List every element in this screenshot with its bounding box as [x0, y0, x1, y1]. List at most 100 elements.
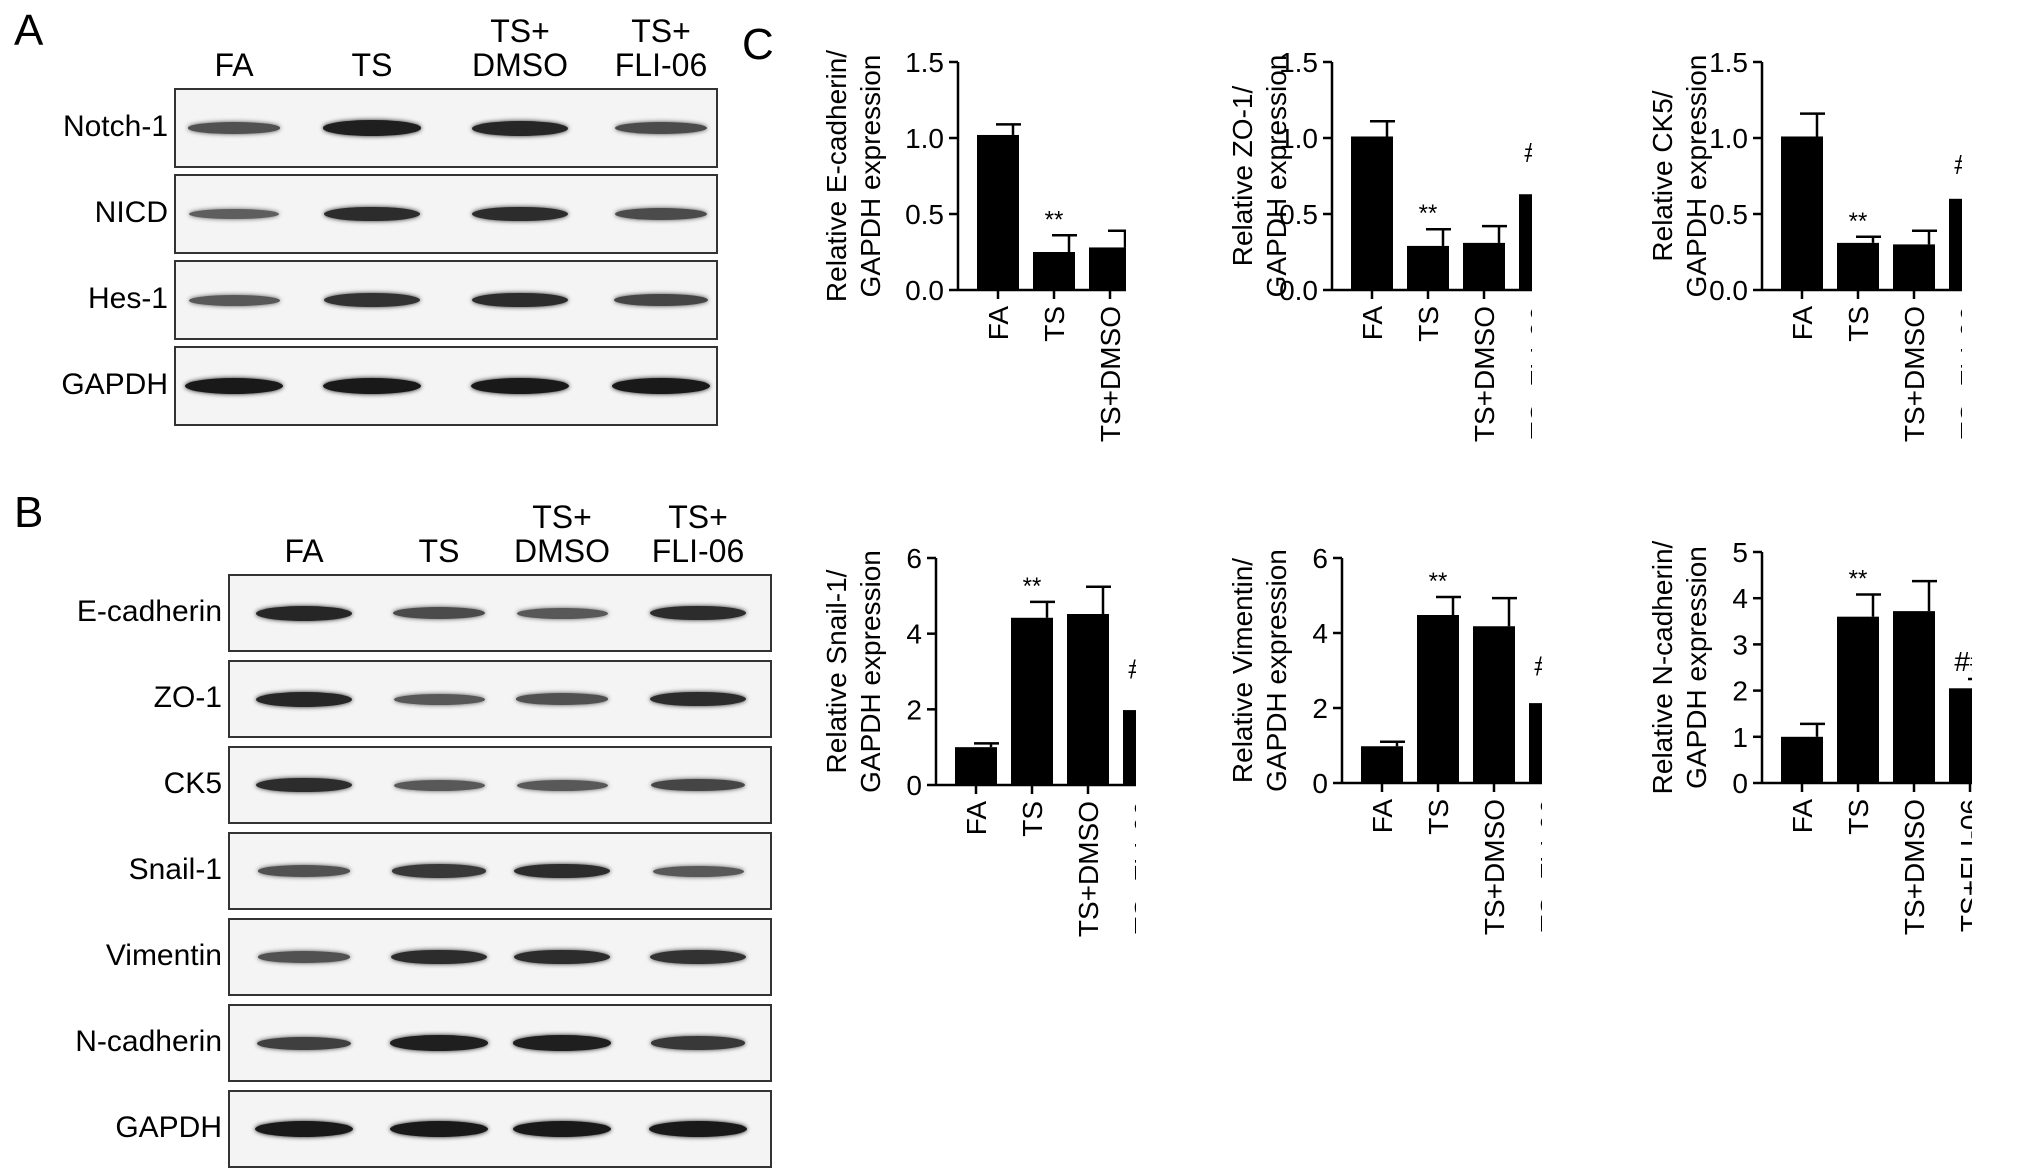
y-axis-label: GAPDH expression	[1681, 55, 1712, 298]
y-tick-label: 0	[906, 770, 922, 801]
significance-mark: **	[1045, 206, 1064, 233]
blot-a-band	[188, 208, 280, 220]
blot-a-band	[472, 206, 568, 222]
bar	[1417, 615, 1459, 783]
blot-a-band	[471, 378, 569, 394]
blot-a-lane-label-line: DMSO	[472, 47, 568, 83]
y-axis-label: Relative CK5/	[1647, 90, 1678, 261]
x-tick-label: TS	[1843, 799, 1874, 835]
y-tick-label: 3	[1732, 629, 1748, 660]
blot-a-band	[323, 378, 421, 394]
x-tick-label: TS+FLI-06	[1955, 799, 1972, 932]
blot-b-band	[516, 779, 608, 791]
x-tick-label: FA	[1357, 306, 1388, 341]
bar	[977, 134, 1019, 290]
y-axis-label: GAPDH expression	[1261, 549, 1292, 792]
blot-a-band	[185, 378, 283, 394]
blot-b-band	[391, 949, 487, 965]
blot-b-band	[393, 779, 485, 791]
significance-mark: ##	[1128, 654, 1136, 685]
y-tick-label: 1	[1732, 722, 1748, 753]
blot-b-lane-label-line: FLI-06	[651, 533, 745, 569]
y-tick-label: 4	[1732, 583, 1748, 614]
blot-a-band	[471, 120, 569, 136]
bar	[1781, 736, 1823, 783]
bar	[1519, 194, 1532, 290]
blot-b-lane-label-line: DMSO	[514, 533, 610, 569]
blot-b-lane-label-3: TS+ FLI-06	[618, 500, 778, 568]
y-tick-label: 0.0	[1709, 275, 1748, 306]
x-tick-label: TS+DMSO	[1073, 801, 1104, 937]
blot-a-band	[188, 294, 280, 306]
bar	[1361, 746, 1403, 783]
blot-b-band	[513, 1035, 611, 1051]
bar	[1033, 252, 1075, 290]
significance-mark: **	[1023, 573, 1042, 600]
significance-mark: **	[1419, 200, 1438, 227]
x-tick-label: TS+DMSO	[1095, 306, 1126, 442]
x-tick-label: TS+DMSO	[1899, 306, 1930, 442]
y-tick-label: 0.5	[905, 199, 944, 230]
bar	[1893, 611, 1935, 783]
bar	[1837, 242, 1879, 290]
blot-b-band	[258, 951, 350, 963]
blot-a-band	[614, 122, 708, 134]
blot-b-band	[652, 865, 744, 877]
blot-a-lane-label-3: TS+ FLI-06	[581, 14, 741, 82]
bar	[1407, 245, 1449, 290]
significance-mark: **	[1849, 208, 1868, 235]
bar	[1123, 710, 1136, 785]
blot-a-row-label: Notch-1	[62, 110, 168, 143]
significance-mark: **	[1429, 568, 1448, 595]
y-tick-label: 6	[1312, 543, 1328, 574]
y-tick-label: 0.5	[1279, 199, 1318, 230]
x-tick-label: FA	[1367, 799, 1398, 834]
significance-mark: ##	[1954, 149, 1962, 180]
blot-a-band	[323, 120, 421, 136]
blot-b-band	[516, 607, 608, 619]
x-tick-label: TS+DMSO	[1479, 799, 1510, 935]
y-axis-label: GAPDH expression	[1261, 55, 1292, 298]
y-axis-label: GAPDH expression	[855, 550, 886, 793]
x-tick-label: FA	[983, 306, 1014, 341]
y-tick-label: 0	[1732, 768, 1748, 799]
y-axis-label: Relative E-cadherin/	[821, 50, 852, 302]
x-tick-label: TS	[1843, 306, 1874, 342]
bar-chart-n-cadherin: 0 1 2 3 4 5 Relative N-cadherin/GAPDH expressi…	[1647, 537, 1972, 935]
blot-b-lane-label-2: TS+ DMSO	[482, 500, 642, 568]
y-tick-label: 1.0	[1279, 123, 1318, 154]
y-tick-label: 4	[906, 619, 922, 650]
y-axis-label: Relative ZO-1/	[1227, 86, 1258, 267]
y-tick-label: 1.5	[1709, 47, 1748, 78]
blot-a-band	[614, 293, 708, 307]
blot-b-band	[513, 1121, 611, 1137]
blot-b-band	[649, 1121, 747, 1137]
blot-b-band	[390, 1035, 488, 1051]
y-axis-label: GAPDH expression	[1681, 546, 1712, 789]
x-tick-label: TS+DMSO	[1899, 799, 1930, 935]
x-tick-label: TS+FLI-06	[1525, 306, 1532, 439]
y-tick-label: 2	[906, 694, 922, 725]
blot-b-band	[650, 605, 746, 621]
blot-a-band	[188, 122, 280, 134]
bar	[1781, 136, 1823, 290]
blot-a-lane-label-line: FLI-06	[614, 47, 708, 83]
y-tick-label: 0	[1312, 768, 1328, 799]
blot-b-band	[255, 1121, 353, 1137]
panel-label-c: C	[742, 20, 774, 69]
significance-mark: **	[1849, 566, 1868, 593]
bar	[1949, 688, 1972, 783]
y-tick-label: 1.0	[905, 123, 944, 154]
bar	[1949, 198, 1962, 290]
significance-mark: ##	[1954, 646, 1972, 677]
blot-a-band	[472, 292, 568, 308]
blot-a-band	[612, 378, 710, 394]
blot-b-band	[651, 778, 745, 792]
blot-b-lane-label-line: FA	[284, 533, 324, 569]
blot-a-band	[614, 208, 708, 220]
blot-b-band	[650, 950, 746, 964]
y-axis-label: Relative Snail-1/	[821, 569, 852, 773]
y-tick-label: 0.0	[1279, 275, 1318, 306]
bar	[1473, 626, 1515, 783]
blot-b-band	[257, 1036, 351, 1050]
